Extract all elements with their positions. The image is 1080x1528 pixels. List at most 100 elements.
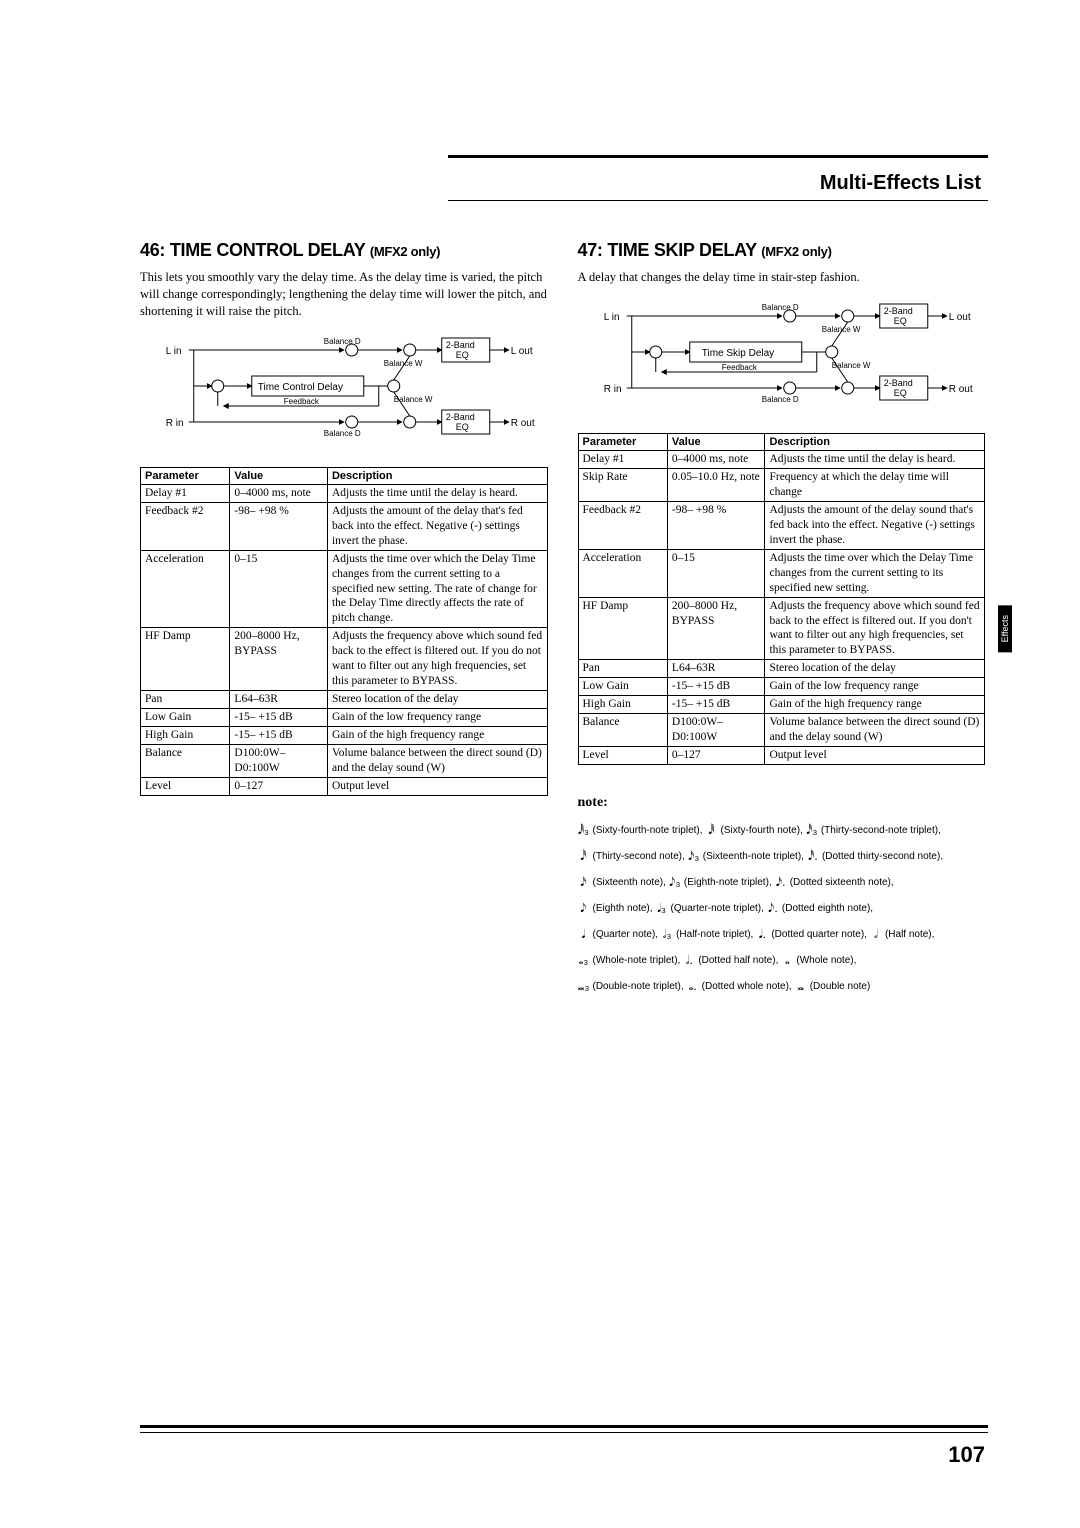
table-cell: D100:0W–D0:100W [230, 744, 328, 777]
effect-name: TIME CONTROL DELAY [170, 240, 365, 260]
note-symbol-icon: 𝅘𝅥𝅰. [807, 849, 819, 864]
table-cell: Delay #1 [578, 451, 667, 469]
note-label: (Double note) [810, 981, 871, 992]
svg-text:2-Band: 2-Band [446, 412, 475, 422]
table-cell: High Gain [578, 696, 667, 714]
note-symbol-icon: 𝅗𝅥 [870, 927, 882, 942]
note-symbol-icon: 𝅝. [687, 979, 699, 994]
th-value: Value [230, 467, 328, 484]
table-row: HF Damp200–8000 Hz, BYPASSAdjusts the fr… [578, 597, 985, 660]
table-cell: Acceleration [578, 549, 667, 597]
table-cell: Gain of the high frequency range [327, 726, 547, 744]
note-symbol-icon: 𝅘𝅥. [756, 927, 768, 942]
svg-text:Balance W: Balance W [821, 325, 860, 334]
table-row: PanL64–63RStereo location of the delay [141, 691, 548, 709]
table-cell: Delay #1 [141, 484, 230, 502]
left-column: 46: TIME CONTROL DELAY (MFX2 only) This … [140, 240, 548, 1005]
table-cell: 200–8000 Hz, BYPASS [230, 628, 328, 691]
table-cell: Gain of the high frequency range [765, 696, 985, 714]
table-cell: Acceleration [141, 550, 230, 628]
signal-diagram-46: L in 2-BandEQ L out Balance D Balance W … [140, 332, 548, 452]
svg-text:Time Skip Delay: Time Skip Delay [701, 348, 773, 359]
table-cell: Stereo location of the delay [765, 660, 985, 678]
table-row: BalanceD100:0W–D0:100WVolume balance bet… [578, 714, 985, 747]
table-row: Acceleration0–15Adjusts the time over wh… [578, 549, 985, 597]
note-label: (Dotted quarter note), [771, 929, 867, 940]
note-label: (Dotted thirty-second note), [822, 851, 943, 862]
table-cell: Stereo location of the delay [327, 691, 547, 709]
table-cell: D100:0W–D0:100W [667, 714, 765, 747]
table-cell: Volume balance between the direct sound … [765, 714, 985, 747]
th-description: Description [327, 467, 547, 484]
table-cell: Adjusts the time over which the Delay Ti… [327, 550, 547, 628]
table-cell: -98– +98 % [667, 501, 765, 549]
table-cell: 0–127 [230, 777, 328, 795]
note-line: 𝅘𝅥𝅱₃(Sixty-fourth-note triplet), 𝅘𝅥𝅱(Six… [578, 823, 986, 838]
signal-diagram-47: L in 2-BandEQ L out Balance D Balance W … [578, 298, 986, 418]
svg-text:Balance D: Balance D [761, 395, 798, 404]
note-line: 𝅘𝅥𝅮(Eighth note), 𝅘𝅥₃(Quarter-note tripl… [578, 901, 986, 916]
svg-text:R out: R out [948, 384, 972, 395]
note-label: (Whole note), [796, 955, 856, 966]
svg-text:EQ: EQ [893, 316, 906, 326]
note-symbol-icon: 𝅘𝅥𝅮 [578, 901, 590, 916]
side-tab: Effects [998, 605, 1012, 652]
table-cell: Volume balance between the direct sound … [327, 744, 547, 777]
note-label: (Dotted eighth note), [782, 903, 873, 914]
note-lines: 𝅘𝅥𝅱₃(Sixty-fourth-note triplet), 𝅘𝅥𝅱(Six… [578, 823, 986, 994]
note-line: 𝅘𝅥𝅰(Thirty-second note), 𝅘𝅥𝅯₃(Sixteenth-… [578, 849, 986, 864]
section-title: Multi-Effects List [816, 170, 985, 197]
table-cell: Feedback #2 [578, 501, 667, 549]
effect-sub: (MFX2 only) [761, 244, 831, 259]
note-label: (Sixteenth-note triplet), [703, 851, 804, 862]
note-label: (Double-note triplet), [593, 981, 684, 992]
svg-text:EQ: EQ [456, 350, 469, 360]
table-cell: L64–63R [230, 691, 328, 709]
table-cell: 0–15 [230, 550, 328, 628]
svg-text:L out: L out [511, 346, 533, 357]
note-symbol-icon: 𝅗𝅥. [683, 953, 695, 968]
table-cell: Skip Rate [578, 469, 667, 502]
svg-text:R out: R out [511, 418, 535, 429]
table-cell: Feedback #2 [141, 502, 230, 550]
table-cell: HF Damp [578, 597, 667, 660]
note-line: 𝅜₃(Double-note triplet), 𝅝.(Dotted whole… [578, 979, 986, 994]
table-cell: -15– +15 dB [230, 709, 328, 727]
svg-text:Feedback: Feedback [284, 397, 320, 406]
note-label: (Whole-note triplet), [593, 955, 681, 966]
svg-text:Balance D: Balance D [324, 337, 361, 346]
note-symbol-icon: 𝅘𝅥₃ [656, 901, 668, 916]
table-row: High Gain-15– +15 dBGain of the high fre… [578, 696, 985, 714]
table-row: Acceleration0–15Adjusts the time over wh… [141, 550, 548, 628]
svg-text:R in: R in [603, 384, 621, 395]
svg-text:Balance W: Balance W [831, 361, 870, 370]
bottom-rule-thin [140, 1432, 988, 1433]
table-cell: Adjusts the time over which the Delay Ti… [765, 549, 985, 597]
note-symbol-icon: 𝅘𝅥𝅯 [578, 875, 590, 890]
table-cell: -15– +15 dB [230, 726, 328, 744]
note-label: (Sixteenth note), [593, 877, 666, 888]
note-label: (Quarter note), [593, 929, 659, 940]
note-label: (Sixty-fourth note), [721, 825, 803, 836]
table-row: PanL64–63RStereo location of the delay [578, 660, 985, 678]
note-symbol-icon: 𝅜₃ [578, 979, 590, 994]
note-symbol-icon: 𝅘𝅥𝅱 [706, 823, 718, 838]
table-cell: Frequency at which the delay time will c… [765, 469, 985, 502]
table-cell: Pan [141, 691, 230, 709]
table-row: Low Gain-15– +15 dBGain of the low frequ… [578, 678, 985, 696]
table-cell: Balance [578, 714, 667, 747]
intro-text: This lets you smoothly vary the delay ti… [140, 269, 548, 320]
table-cell: Adjusts the frequency above which sound … [327, 628, 547, 691]
table-cell: 0–4000 ms, note [667, 451, 765, 469]
svg-text:Balance D: Balance D [761, 303, 798, 312]
table-cell: Adjusts the amount of the delay sound th… [765, 501, 985, 549]
top-rule [448, 155, 988, 158]
svg-text:2-Band: 2-Band [883, 378, 912, 388]
note-label: (Dotted sixteenth note), [790, 877, 894, 888]
note-label: (Dotted whole note), [702, 981, 792, 992]
table-cell: HF Damp [141, 628, 230, 691]
note-label: (Dotted half note), [698, 955, 778, 966]
note-symbol-icon: 𝅘𝅥𝅯₃ [688, 849, 700, 864]
table-row: Level0–127Output level [141, 777, 548, 795]
svg-text:EQ: EQ [893, 388, 906, 398]
